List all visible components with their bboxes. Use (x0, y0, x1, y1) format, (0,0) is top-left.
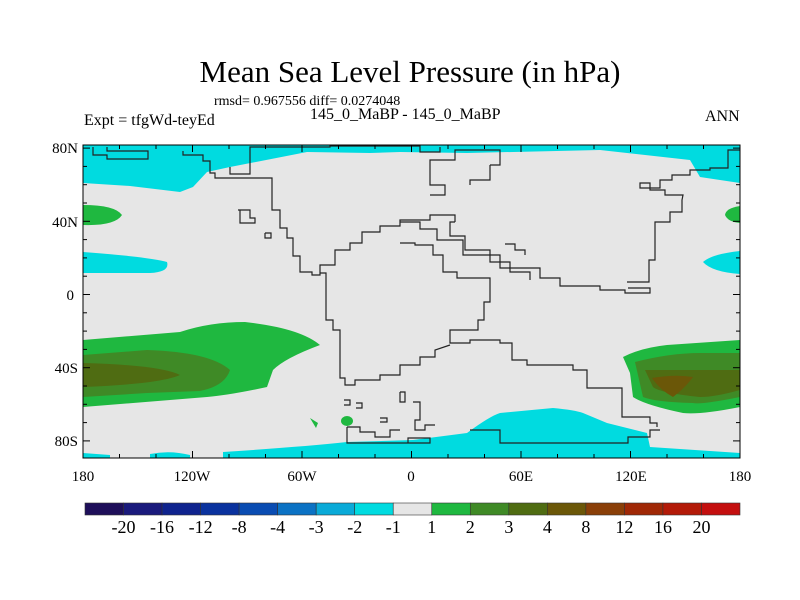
contour-20n-right (703, 251, 740, 274)
y-tick-label: 0 (67, 288, 75, 304)
stats-label: rmsd= 0.967556 diff= 0.0274048 (214, 94, 401, 109)
colorbar-swatch (354, 502, 394, 516)
colorbar-swatch (547, 502, 587, 516)
colorbar-swatch (624, 502, 664, 516)
x-tick-label: 120W (174, 469, 212, 485)
contour-south-indian-4 (652, 375, 693, 397)
colorbar-swatch (469, 502, 510, 516)
colorbar-label: 1 (427, 517, 436, 537)
y-tick-label: 80S (55, 434, 78, 450)
colorbar-label: 2 (466, 517, 475, 537)
colorbar-label: -3 (309, 517, 324, 537)
y-tick-label: 80N (52, 141, 78, 157)
colorbar: -20 -16 -12 -8 -4 -3 -2 -1 1 2 3 4 8 12 16 20 (84, 502, 741, 537)
x-tick-label: 60E (509, 469, 533, 485)
colorbar-swatch (585, 502, 625, 516)
colorbar-label: -1 (386, 517, 401, 537)
x-tick-label: 180 (72, 469, 95, 485)
colorbar-label: -2 (347, 517, 362, 537)
map-plot-area (83, 145, 740, 458)
colorbar-label: -16 (150, 517, 174, 537)
colorbar-swatch (84, 502, 124, 516)
colorbar-label: 20 (692, 517, 710, 537)
colorbar-swatch (315, 502, 356, 516)
colorbar-swatch (662, 502, 702, 516)
axis-ticks (82, 145, 741, 458)
colorbar-swatch (431, 502, 471, 516)
colorbar-label: -12 (189, 517, 213, 537)
colorbar-swatch (238, 502, 278, 516)
colorbar-label: -8 (232, 517, 247, 537)
colorbar-swatch (701, 502, 741, 516)
colorbar-swatch (392, 502, 433, 516)
x-axis-labels: 180 120W 60W 0 60E 120E 180 (72, 469, 752, 485)
coastlines (92, 145, 740, 444)
y-axis-labels: 80N 40N 0 40S 80S (52, 141, 78, 450)
colorbar-swatch (161, 502, 201, 516)
case-label: 145_0_MaBP - 145_0_MaBP (310, 106, 501, 123)
experiment-label: Expt = tfgWd-teyEd (84, 112, 215, 129)
contour-antarctic-left (83, 452, 190, 458)
y-tick-label: 40N (52, 215, 78, 231)
colorbar-label: -4 (270, 517, 285, 537)
colorbar-label: 12 (615, 517, 633, 537)
contour-40n-left (83, 205, 122, 226)
contour-small-2 (341, 416, 353, 426)
contour-arctic-negative (83, 145, 740, 192)
colorbar-label: 4 (543, 517, 552, 537)
x-tick-label: 120E (615, 469, 647, 485)
colorbar-label: 3 (504, 517, 513, 537)
x-tick-label: 60W (287, 469, 317, 485)
contour-antarctic-negative (223, 408, 740, 458)
colorbar-swatch (508, 502, 548, 516)
colorbar-label: 16 (654, 517, 672, 537)
x-tick-label: 0 (407, 469, 415, 485)
colorbar-swatch (277, 502, 317, 516)
background-field (83, 145, 740, 458)
contour-40n-right (725, 206, 740, 223)
y-tick-label: 40S (55, 361, 78, 377)
colorbar-swatch (200, 502, 240, 516)
contour-20n-left (83, 252, 168, 273)
colorbar-label: 8 (581, 517, 590, 537)
contour-south-pacific-3 (83, 363, 180, 387)
plot-title: Mean Sea Level Pressure (in hPa) (199, 54, 621, 89)
season-label: ANN (705, 108, 740, 125)
colorbar-swatch (123, 502, 163, 516)
contour-small-1 (310, 418, 318, 428)
x-tick-label: 180 (729, 469, 752, 485)
colorbar-label: -20 (112, 517, 136, 537)
